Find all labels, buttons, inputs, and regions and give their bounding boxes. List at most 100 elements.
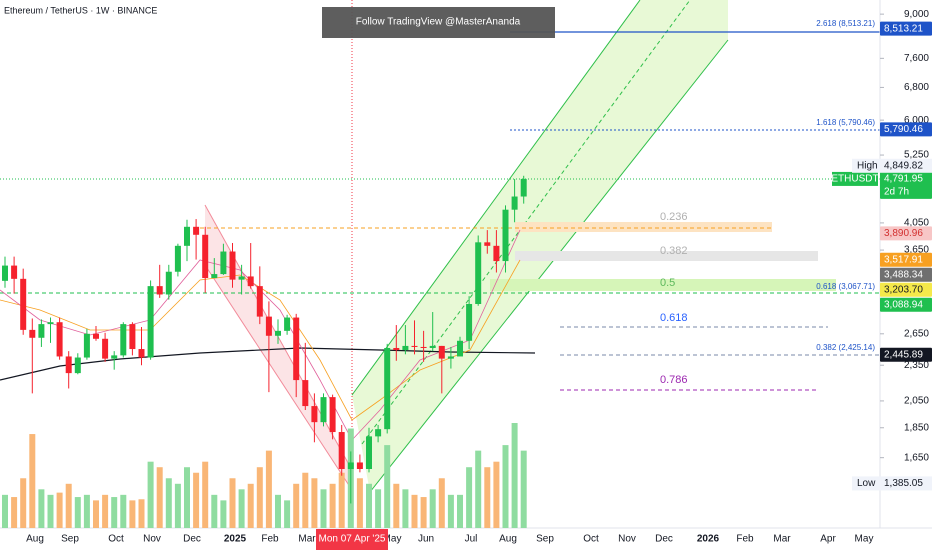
- price-badge-label: 3,088.94: [884, 299, 923, 310]
- extreme-badge: [852, 158, 932, 173]
- candle-body: [384, 347, 391, 430]
- volume-bar: [366, 483, 372, 528]
- extreme-label: 1,385.05: [884, 478, 923, 489]
- candle-body: [520, 178, 527, 197]
- price-badge-label: 3,517.91: [884, 254, 923, 265]
- candle-body: [11, 265, 18, 279]
- candle-body: [220, 251, 227, 275]
- candle-body: [457, 340, 463, 357]
- volume-bar: [293, 483, 300, 528]
- volume-bar: [484, 467, 491, 528]
- volume-bar: [83, 494, 90, 528]
- candle-body: [366, 436, 372, 470]
- volume-bar: [338, 472, 345, 528]
- candle-body: [302, 380, 309, 407]
- channel-line: [204, 264, 353, 491]
- volume-bar: [238, 489, 245, 528]
- candle-body: [184, 226, 190, 246]
- volume-bar: [202, 461, 209, 528]
- volume-bar: [265, 450, 272, 528]
- volume-bar: [311, 478, 318, 528]
- volume-bar: [302, 472, 309, 528]
- y-tick-label: 1,650: [904, 452, 929, 463]
- volume-bar: [438, 478, 445, 528]
- volume-bar: [129, 500, 136, 528]
- fib-zone: [515, 222, 772, 232]
- volume-bar: [211, 494, 218, 528]
- candle-body: [475, 242, 482, 304]
- candle-body: [111, 355, 118, 359]
- y-tick-label: 5,250: [904, 150, 929, 161]
- volume-bar: [138, 499, 145, 528]
- x-tick-label: Jul: [465, 534, 478, 545]
- candle-body: [93, 333, 99, 339]
- candle-body: [402, 345, 409, 351]
- price-badge: [880, 347, 932, 362]
- crosshair-badge: [316, 529, 388, 550]
- candle-body: [238, 276, 245, 280]
- price-badge-label: 5,790.46: [884, 124, 923, 135]
- candle-body: [347, 462, 354, 470]
- candle-body: [129, 324, 136, 350]
- volume-bar: [429, 489, 436, 528]
- y-tick-label: 2,650: [904, 328, 929, 339]
- volume-bar: [402, 489, 409, 528]
- candle-body: [247, 276, 254, 287]
- price-badge-label: 4,791.95: [884, 174, 923, 185]
- banner-text: Follow TradingView @MasterAnanda: [356, 17, 521, 28]
- extension-text: 0.382 (2,425.14): [816, 343, 875, 352]
- y-tick-label: 6,800: [904, 82, 929, 93]
- fib-text: 0.5: [660, 277, 675, 289]
- volume-bar: [447, 494, 454, 528]
- volume-bar: [11, 497, 18, 528]
- y-tick-label: 9,000: [904, 9, 929, 20]
- candle-body: [511, 196, 518, 210]
- volume-bar: [256, 467, 263, 528]
- x-tick-label: Aug: [499, 534, 517, 545]
- fib-zone: [515, 251, 818, 261]
- volume-bar: [375, 489, 382, 528]
- candle-body: [311, 406, 318, 423]
- x-tick-label: Mar: [773, 534, 791, 545]
- volume-bar: [229, 478, 236, 528]
- x-tick-label: 2026: [697, 534, 720, 545]
- volume-bar: [320, 489, 327, 528]
- extreme-badge: [852, 476, 932, 491]
- volume-bar: [475, 450, 482, 528]
- extension-text: 2.618 (8,513.21): [816, 19, 875, 28]
- volume-bar: [120, 494, 127, 528]
- candle-body: [165, 271, 172, 295]
- volume-bar: [411, 494, 418, 528]
- price-badge-label: 3,203.70: [884, 284, 923, 295]
- candle-body: [284, 317, 291, 331]
- candle-body: [265, 316, 272, 336]
- volume-bar: [329, 483, 336, 528]
- extreme-label: 4,849.82: [884, 160, 923, 171]
- symbol-tag: [832, 171, 878, 186]
- price-badge: [880, 226, 932, 241]
- extension-text: 1.618 (5,790.46): [816, 118, 875, 127]
- price-badge: [880, 267, 932, 282]
- volume-bar: [93, 500, 99, 528]
- x-tick-label: Feb: [736, 534, 754, 545]
- fib-text: 0.382: [660, 245, 688, 257]
- candle-body: [74, 357, 81, 374]
- candle-body: [493, 245, 500, 262]
- extension-text: 0.618 (3,067.71): [816, 282, 875, 291]
- price-badge: [880, 282, 932, 297]
- x-tick-label: Apr: [820, 534, 836, 545]
- x-tick-label: May: [855, 534, 874, 545]
- price-badge: [880, 297, 932, 312]
- volume-bar: [466, 467, 473, 528]
- x-tick-label: 2025: [224, 534, 247, 545]
- channel-line: [351, 0, 641, 396]
- x-tick-label: Nov: [618, 534, 636, 545]
- volume-bar: [56, 492, 63, 528]
- countdown: 2d 7h: [884, 187, 909, 198]
- volume-bar: [102, 494, 109, 528]
- candle-body: [411, 345, 418, 347]
- candle-body: [466, 303, 473, 341]
- price-badge: [880, 171, 932, 199]
- y-tick-label: 6,000: [904, 115, 929, 126]
